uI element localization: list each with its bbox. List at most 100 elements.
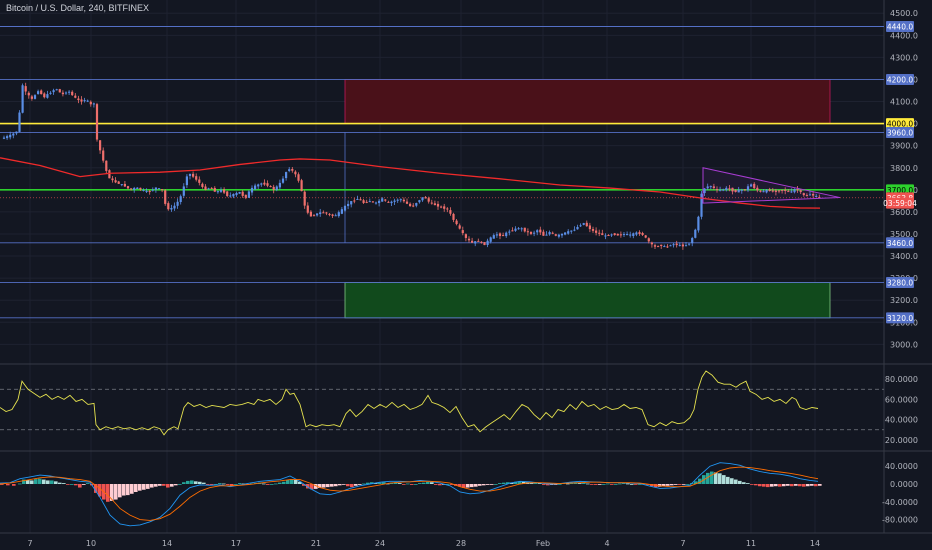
candle-body bbox=[117, 181, 120, 184]
candle-body bbox=[436, 203, 440, 207]
candle-body bbox=[43, 93, 46, 98]
candle-body bbox=[672, 244, 675, 246]
candle-body bbox=[235, 193, 238, 195]
candle-body bbox=[83, 100, 86, 102]
macd-histogram-bar bbox=[122, 484, 126, 496]
macd-histogram-bar bbox=[738, 480, 742, 484]
macd-histogram-bar bbox=[58, 482, 62, 484]
macd-histogram-bar bbox=[342, 484, 346, 485]
candle-body bbox=[362, 200, 365, 203]
price-axis-tick: 3900.0 bbox=[890, 142, 918, 151]
candle-body bbox=[350, 201, 353, 205]
candle-body bbox=[275, 186, 278, 191]
candle-body bbox=[427, 198, 430, 202]
macd-histogram-bar bbox=[634, 484, 638, 485]
candle-body bbox=[818, 196, 821, 198]
candle-body bbox=[570, 230, 573, 232]
macd-histogram-bar bbox=[322, 484, 326, 488]
candle-body bbox=[511, 230, 514, 232]
candle-body bbox=[316, 213, 319, 216]
macd-histogram-bar bbox=[202, 482, 206, 484]
macd-histogram-bar bbox=[518, 481, 522, 484]
macd-histogram-bar bbox=[682, 484, 686, 485]
macd-histogram-bar bbox=[482, 484, 486, 486]
candle-body bbox=[238, 191, 241, 194]
macd-histogram-bar bbox=[770, 484, 774, 487]
candle-body bbox=[802, 193, 805, 196]
price-axis-tick: 3500.0 bbox=[890, 230, 918, 239]
macd-histogram-bar bbox=[818, 484, 822, 486]
candle-body bbox=[678, 244, 681, 246]
macd-histogram-bar bbox=[12, 484, 16, 486]
candle-body bbox=[781, 189, 784, 191]
candle-body bbox=[601, 233, 604, 236]
macd-histogram-bar bbox=[238, 483, 242, 484]
candle-body bbox=[2, 137, 6, 139]
price-label-bg bbox=[886, 197, 914, 209]
macd-histogram-bar bbox=[750, 484, 754, 485]
macd-histogram-bar bbox=[114, 484, 118, 500]
candle-body bbox=[396, 199, 399, 201]
macd-histogram-bar bbox=[350, 484, 354, 488]
candle-body bbox=[675, 243, 678, 246]
macd-histogram-bar bbox=[810, 484, 814, 486]
candle-body bbox=[523, 227, 526, 232]
candle-body bbox=[46, 94, 49, 98]
candle-body bbox=[309, 211, 312, 217]
candle-body bbox=[260, 183, 263, 185]
macd-histogram-bar bbox=[410, 484, 414, 485]
time-axis-label: 11 bbox=[746, 539, 756, 548]
candle-body bbox=[697, 216, 700, 231]
candle-body bbox=[49, 92, 52, 94]
candle-body bbox=[567, 231, 570, 234]
candle-body bbox=[526, 231, 529, 233]
candle-body bbox=[15, 131, 18, 134]
macd-histogram-bar bbox=[670, 484, 674, 486]
macd-histogram-bar bbox=[126, 484, 130, 496]
candle-body bbox=[374, 202, 378, 204]
macd-histogram-bar bbox=[798, 484, 802, 487]
macd-histogram-bar bbox=[758, 484, 762, 487]
candle-body bbox=[812, 193, 815, 196]
candle-body bbox=[477, 240, 480, 242]
candle-body bbox=[545, 234, 548, 236]
macd-histogram-bar bbox=[86, 483, 90, 484]
candle-body bbox=[412, 205, 415, 207]
candle-body bbox=[188, 173, 192, 176]
candle-body bbox=[557, 234, 560, 237]
macd-histogram-bar bbox=[182, 482, 186, 484]
candle-body bbox=[455, 220, 458, 225]
macd-histogram-bar bbox=[754, 484, 758, 486]
macd-histogram-bar bbox=[6, 484, 10, 486]
candle-body bbox=[492, 235, 495, 239]
candle-body bbox=[381, 198, 384, 202]
macd-histogram-bar bbox=[26, 480, 30, 484]
candle-body bbox=[68, 91, 71, 93]
candle-body bbox=[694, 229, 697, 238]
support-zone[interactable] bbox=[344, 282, 831, 319]
price-axis-tick: 3600.0 bbox=[890, 208, 918, 217]
macd-histogram-bar bbox=[698, 478, 702, 484]
candle-body bbox=[576, 226, 579, 230]
resistance-zone[interactable] bbox=[344, 79, 831, 125]
candle-body bbox=[520, 228, 523, 230]
candle-body bbox=[737, 189, 740, 193]
time-axis-label: 14 bbox=[810, 539, 820, 548]
candle-body bbox=[195, 176, 198, 180]
candle-body bbox=[77, 98, 80, 101]
candle-body bbox=[489, 237, 492, 242]
price-axis-tick: 4500.0 bbox=[890, 9, 918, 18]
candle-body bbox=[371, 201, 374, 203]
macd-histogram-bar bbox=[402, 484, 406, 485]
candle-body bbox=[443, 206, 446, 209]
macd-histogram-bar bbox=[334, 484, 338, 487]
macd-histogram-bar bbox=[778, 484, 782, 487]
candle-body bbox=[207, 188, 210, 190]
candle-body bbox=[700, 193, 703, 217]
candle-body bbox=[681, 244, 684, 247]
macd-histogram-bar bbox=[34, 479, 38, 484]
candle-body bbox=[145, 190, 148, 192]
candle-body bbox=[582, 223, 585, 225]
candle-body bbox=[216, 191, 219, 193]
